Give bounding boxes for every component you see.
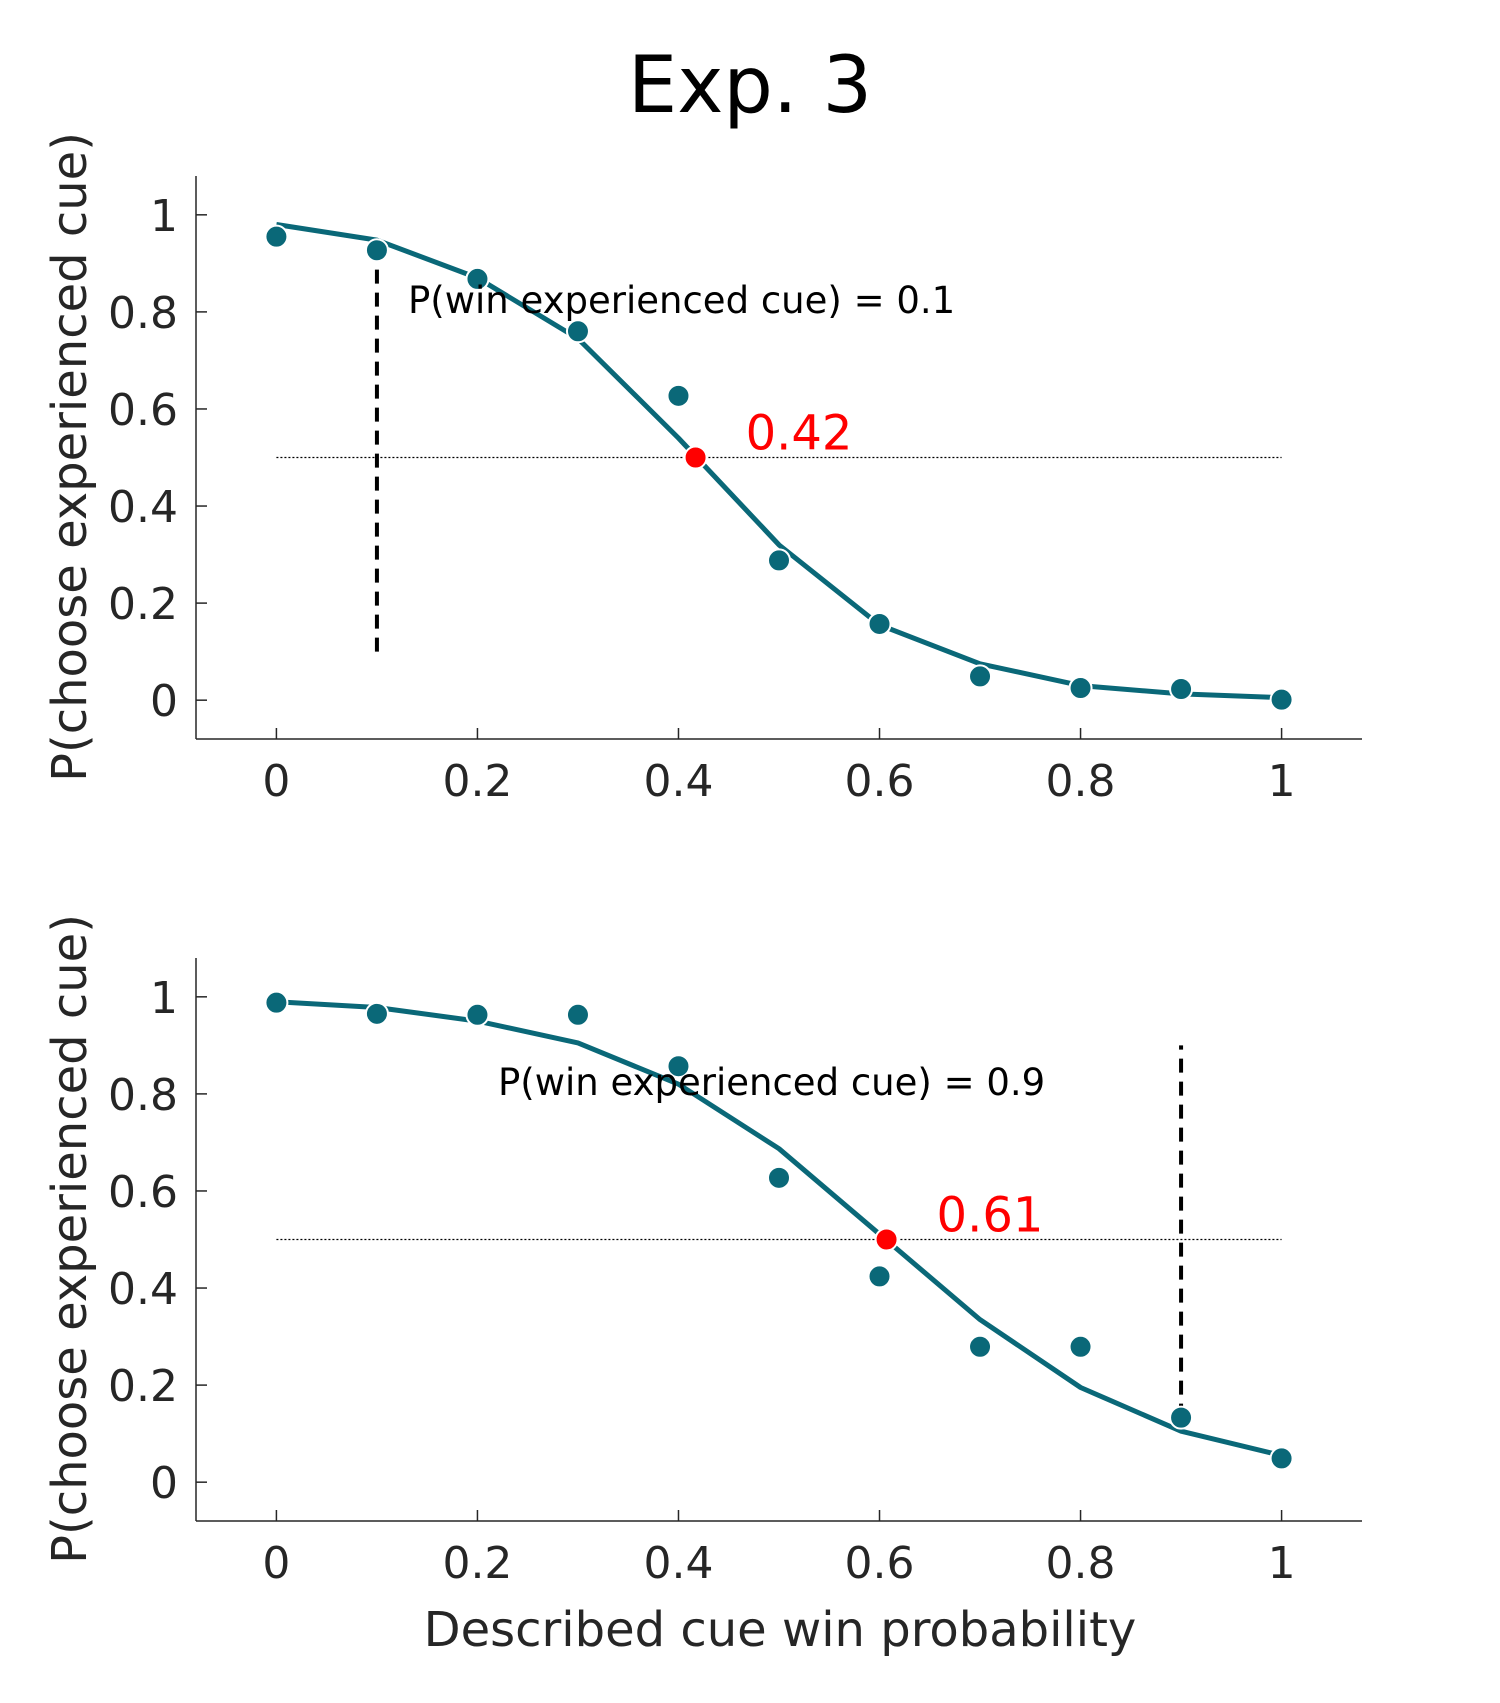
y-tick-label: 0: [150, 676, 178, 727]
data-point: [968, 1334, 993, 1359]
data-point: [1169, 1405, 1194, 1430]
x-tick-label: 0.6: [845, 756, 915, 807]
y-axis-label: P(choose experienced cue): [42, 914, 98, 1564]
x-tick-label: 0: [262, 756, 290, 807]
x-tick-label: 0.6: [845, 1538, 915, 1589]
data-point: [867, 611, 892, 636]
x-tick-label: 1: [1268, 756, 1296, 807]
x-tick-label: 0.8: [1046, 756, 1116, 807]
y-tick-label: 0.8: [108, 1070, 178, 1121]
y-tick-label: 0: [150, 1458, 178, 1509]
x-tick-label: 0.2: [442, 756, 512, 807]
y-tick-label: 0.8: [108, 288, 178, 339]
x-tick-label: 0.8: [1046, 1538, 1116, 1589]
data-point: [767, 548, 791, 573]
x-tick-label: 0.2: [442, 1538, 512, 1589]
indifference-point: [874, 1227, 899, 1252]
x-tick-label: 1: [1268, 1538, 1296, 1589]
x-axis-label: Described cue win probability: [424, 1602, 1137, 1658]
experienced-cue-annotation: P(win experienced cue) = 0.1: [408, 279, 955, 322]
indifference-point-label: 0.61: [937, 1188, 1044, 1244]
x-tick-label: 0: [262, 1538, 290, 1589]
data-point: [1169, 677, 1194, 702]
y-tick-label: 1: [150, 973, 178, 1024]
data-point: [565, 319, 590, 344]
indifference-point: [683, 445, 708, 470]
y-tick-label: 0.4: [108, 482, 178, 533]
data-point: [465, 266, 490, 291]
data-point: [1068, 676, 1093, 701]
y-tick-label: 1: [150, 191, 178, 242]
data-point: [867, 1264, 892, 1289]
data-point: [968, 664, 993, 689]
y-tick-label: 0.6: [108, 385, 178, 436]
data-point: [1269, 687, 1294, 712]
data-point: [364, 1001, 389, 1026]
y-tick-label: 0.2: [108, 1361, 178, 1412]
fit-line: [276, 999, 1283, 1458]
y-tick-label: 0.6: [108, 1167, 178, 1218]
data-point: [767, 1165, 791, 1190]
x-tick-label: 0.4: [643, 756, 713, 807]
data-point: [264, 990, 289, 1015]
fit-line: [276, 222, 1282, 701]
data-point: [364, 238, 389, 263]
data-point: [666, 1054, 691, 1079]
data-point: [1269, 1446, 1294, 1471]
x-tick-label: 0.4: [643, 1538, 713, 1589]
data-point: [666, 383, 691, 408]
y-axis-label: P(choose experienced cue): [42, 132, 98, 782]
data-point: [1068, 1334, 1093, 1359]
bottom-panel: 0 0.2 0.4 0.6 0.8 1 0 0.2 0.4 0.6 0.8 1 P(choose exp…: [42, 914, 1362, 1589]
indifference-point-label: 0.42: [746, 406, 853, 462]
experienced-cue-annotation: P(win experienced cue) = 0.9: [498, 1061, 1045, 1104]
y-tick-label: 0.2: [108, 579, 178, 630]
data-point: [465, 1002, 490, 1027]
top-panel: 0 0.2 0.4 0.6 0.8 1 0 0.2 0.4 0.6 0.8 1 P(choose exp…: [42, 132, 1362, 807]
y-tick-label: 0.4: [108, 1264, 178, 1315]
data-point: [565, 1002, 590, 1027]
data-point: [264, 224, 289, 249]
figure-title: Exp. 3: [628, 41, 872, 131]
